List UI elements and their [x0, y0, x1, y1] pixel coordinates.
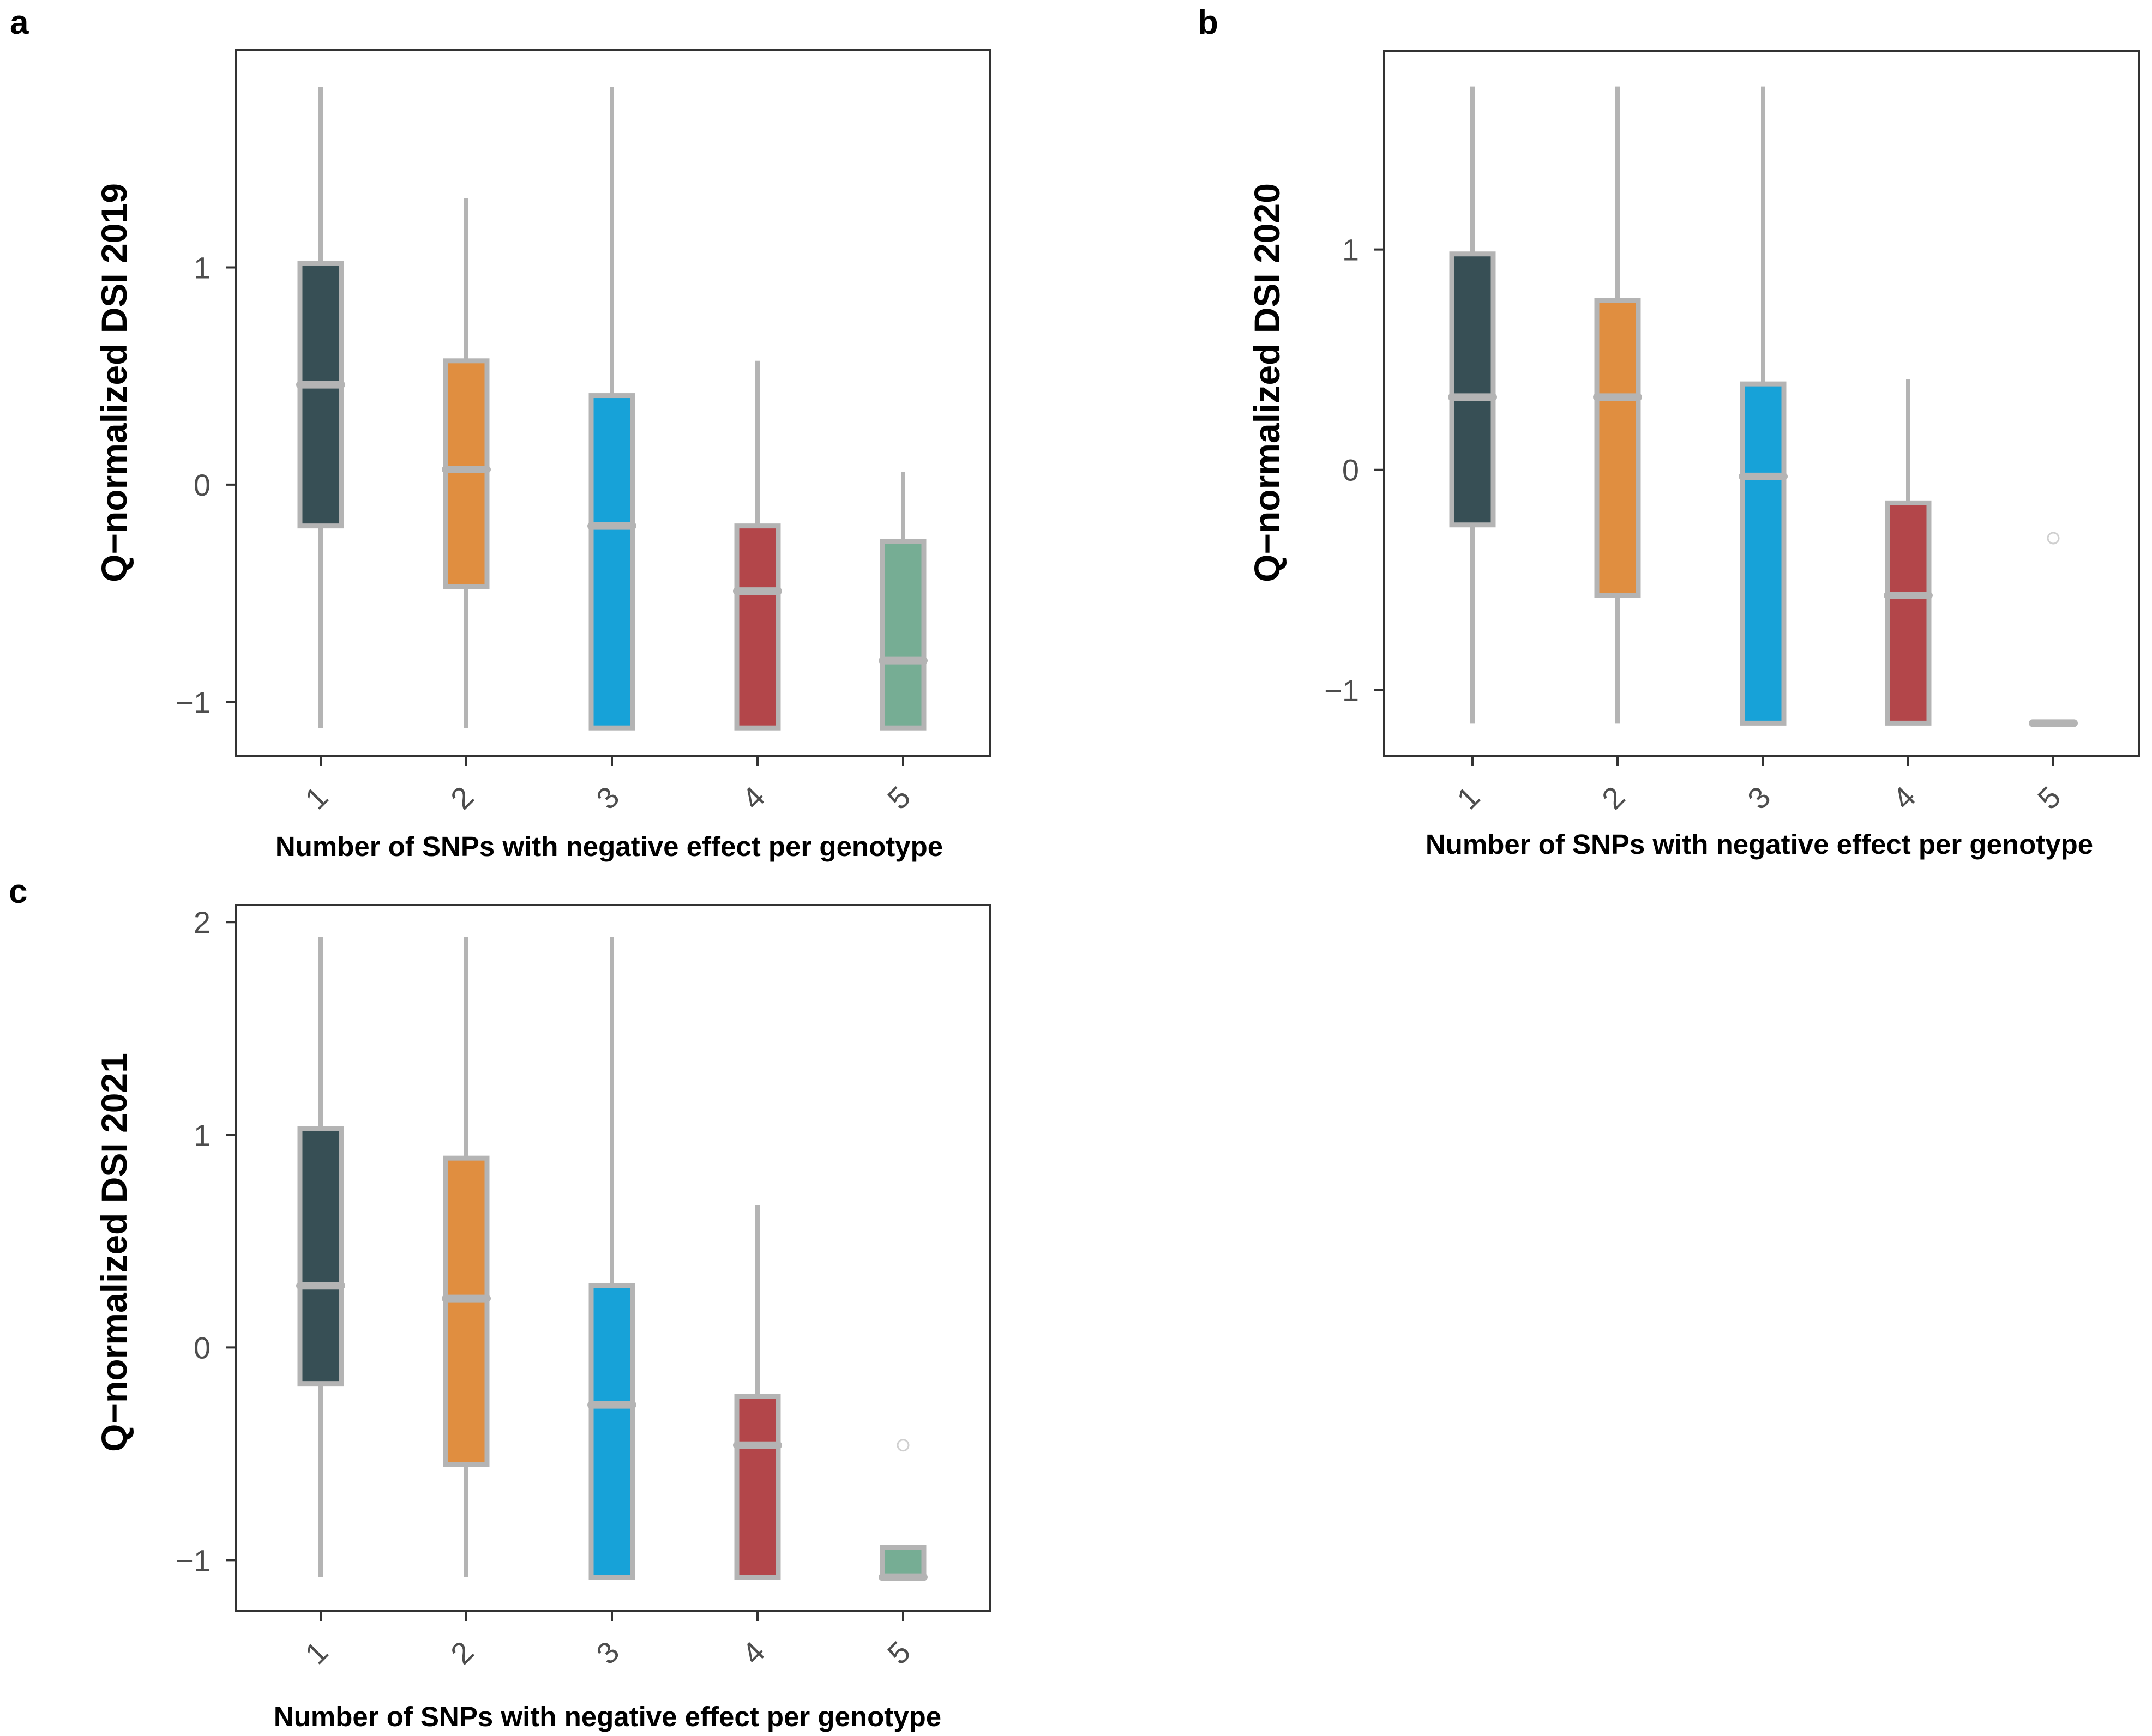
box: [588, 1283, 635, 1580]
box: [1740, 381, 1787, 726]
y-ticks: −1 0 1 2: [176, 905, 236, 1577]
y-tick-label: 0: [1342, 453, 1359, 487]
x-ticks: 1 2 3 4 5: [298, 756, 917, 816]
y-tick-label: 0: [194, 1330, 211, 1365]
box: [588, 393, 635, 731]
box: [443, 1155, 490, 1467]
boxes: [296, 937, 928, 1581]
x-axis-label: Number of SNPs with negative effect per …: [275, 831, 943, 862]
x-tick-label: 3: [590, 1635, 626, 1671]
y-tick-label: 1: [194, 1118, 211, 1152]
boxes: [296, 87, 928, 731]
y-ticks: −1 0 1: [176, 250, 236, 719]
y-tick-label: 1: [1342, 233, 1359, 267]
box: [297, 260, 344, 529]
box: [880, 1545, 927, 1580]
x-tick-label: 5: [881, 780, 917, 816]
x-ticks: 1 2 3 4 5: [1450, 756, 2067, 816]
y-axis-label: Q−normalized DSI 2019: [94, 183, 134, 582]
x-tick-label: 4: [735, 780, 772, 816]
box: [1594, 298, 1641, 598]
panel-letter: c: [9, 873, 27, 911]
plot-frame: [1383, 50, 2140, 757]
box: [734, 523, 781, 731]
y-axis-label: Q−normalized DSI 2021: [94, 1053, 134, 1452]
x-tick-label: 1: [1450, 780, 1487, 816]
y-tick-label: 0: [194, 468, 211, 502]
y-axis-label: Q−normalized DSI 2020: [1247, 183, 1287, 582]
x-tick-label: 2: [444, 1635, 480, 1671]
y-tick-label: −1: [176, 685, 211, 719]
outlier-point: [897, 1439, 910, 1452]
panel-letter: b: [1198, 4, 1218, 41]
x-tick-label: 1: [298, 780, 335, 816]
y-tick-label: 1: [194, 250, 211, 285]
box: [1885, 500, 1932, 726]
panel-b: b Q−normalized DSI 2020 −1 0 1 1 2 3 4 5 Numbe…: [1198, 4, 2140, 860]
x-ticks: 1 2 3 4 5: [298, 1611, 917, 1671]
y-tick-label: −1: [1324, 673, 1359, 708]
x-axis-label: Number of SNPs with negative effect per …: [1426, 829, 2093, 860]
x-tick-label: 4: [735, 1635, 772, 1671]
box: [1449, 251, 1496, 528]
y-tick-label: −1: [176, 1543, 211, 1577]
x-tick-label: 3: [1741, 780, 1777, 816]
panel-letter: a: [10, 4, 29, 41]
x-tick-label: 2: [1595, 780, 1632, 816]
x-axis-label: Number of SNPs with negative effect per …: [274, 1701, 941, 1732]
box: [297, 1126, 344, 1387]
box: [443, 358, 490, 589]
box: [734, 1394, 781, 1580]
x-tick-label: 5: [881, 1635, 917, 1671]
x-tick-label: 2: [444, 780, 480, 816]
box: [880, 539, 927, 731]
panel-a: a Q−normalized DSI 2019 −1 0 1 1 2 3 4 5 Numbe…: [10, 4, 991, 862]
x-tick-label: 1: [298, 1635, 335, 1671]
y-ticks: −1 0 1: [1324, 233, 1384, 708]
x-tick-label: 4: [1886, 780, 1922, 816]
outlier-point: [2047, 532, 2060, 545]
x-tick-label: 3: [590, 780, 626, 816]
panel-c: c Q−normalized DSI 2021 −1 0 1 2 1 2 3 4 5 Numb…: [9, 873, 991, 1732]
y-tick-label: 2: [194, 905, 211, 939]
boxes: [1448, 86, 2078, 727]
x-tick-label: 5: [2031, 780, 2067, 816]
